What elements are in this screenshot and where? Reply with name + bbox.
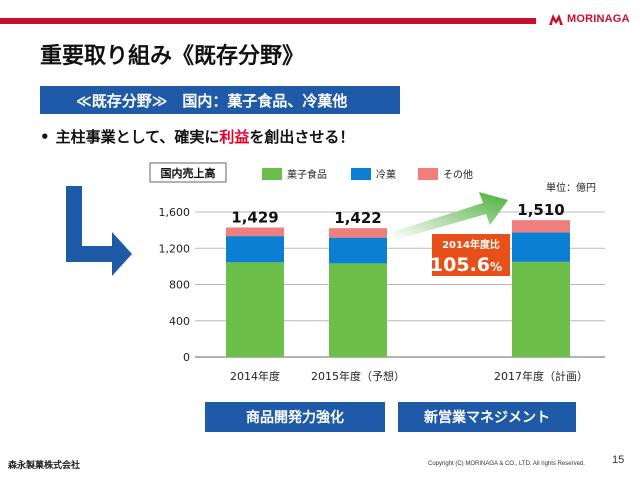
- growth-badge-number: 105.6: [430, 254, 490, 276]
- section-banner-text: ≪既存分野≫ 国内：菓子食品、冷菓他: [76, 91, 348, 110]
- bar-segment: [512, 261, 570, 357]
- x-tick-label: 2015年度（予想）: [311, 369, 405, 383]
- x-tick-label: 2014年度: [230, 369, 280, 383]
- bar-total-label: 1,422: [334, 209, 381, 227]
- growth-badge-unit: %: [490, 260, 502, 274]
- bar-segment: [512, 232, 570, 262]
- morinaga-angel-icon: [549, 14, 563, 25]
- y-tick-label: 800: [169, 279, 190, 292]
- unit-label: 単位：億円: [546, 181, 596, 194]
- y-tick-label: 1,600: [159, 206, 191, 219]
- bullet-text-prefix: 主柱事業として、確実に: [55, 128, 220, 146]
- bar-segment: [226, 227, 284, 237]
- brand-name: MORINAGA: [567, 13, 630, 25]
- panel-product-development: 商品開発力強化: [205, 402, 385, 432]
- footer-copyright: Copyright (C) MORINAGA & CO., LTD. All r…: [428, 461, 585, 467]
- trend-l-arrow-icon: [66, 186, 132, 276]
- legend-swatch: [262, 168, 282, 180]
- brand-logo: MORINAGA: [548, 12, 630, 26]
- bullet-point: • 主柱事業として、確実に利益を創出させる！: [40, 126, 354, 147]
- legend-swatch: [418, 168, 438, 180]
- bar-total-label: 1,429: [231, 208, 278, 226]
- legend-label: その他: [443, 168, 473, 181]
- bar-segment: [329, 228, 387, 238]
- chart-title-box: [149, 162, 227, 183]
- panel-sales-management: 新営業マネジメント: [398, 402, 576, 432]
- y-tick-label: 400: [169, 315, 190, 328]
- growth-badge-caption: 2014年度比: [442, 238, 500, 251]
- slide-title: 重要取り組み《既存分野》: [40, 44, 305, 69]
- growth-arrow-icon: [392, 192, 508, 240]
- growth-badge-value: 105.6%: [430, 254, 502, 276]
- panel-product-development-label: 商品開発力強化: [246, 410, 344, 426]
- x-tick-label: 2017年度（計画）: [494, 369, 588, 383]
- footer-company-name: 森永製菓株式会社: [8, 461, 81, 471]
- growth-badge: [432, 234, 510, 276]
- bar-segment: [512, 220, 570, 233]
- bar-segment: [329, 237, 387, 264]
- panel-sales-management-label: 新営業マネジメント: [424, 410, 550, 426]
- header-rule: [0, 18, 536, 24]
- bar-segment: [226, 262, 284, 357]
- bar-segment: [226, 236, 284, 263]
- section-banner: ≪既存分野≫ 国内：菓子食品、冷菓他: [40, 86, 400, 114]
- page-number: 15: [612, 454, 625, 466]
- legend-label: 菓子食品: [287, 168, 327, 181]
- y-tick-label: 1,200: [159, 242, 191, 255]
- bar-segment: [329, 263, 387, 357]
- legend-swatch: [351, 168, 371, 180]
- bullet-dot-icon: •: [40, 128, 50, 146]
- legend-label: 冷菓: [376, 168, 396, 181]
- chart-title: 国内売上高: [161, 166, 216, 180]
- bullet-text-suffix: を創出させる！: [249, 128, 355, 146]
- bullet-text-highlight: 利益: [219, 128, 250, 146]
- bar-total-label: 1,510: [517, 201, 564, 219]
- y-tick-label: 0: [183, 351, 190, 364]
